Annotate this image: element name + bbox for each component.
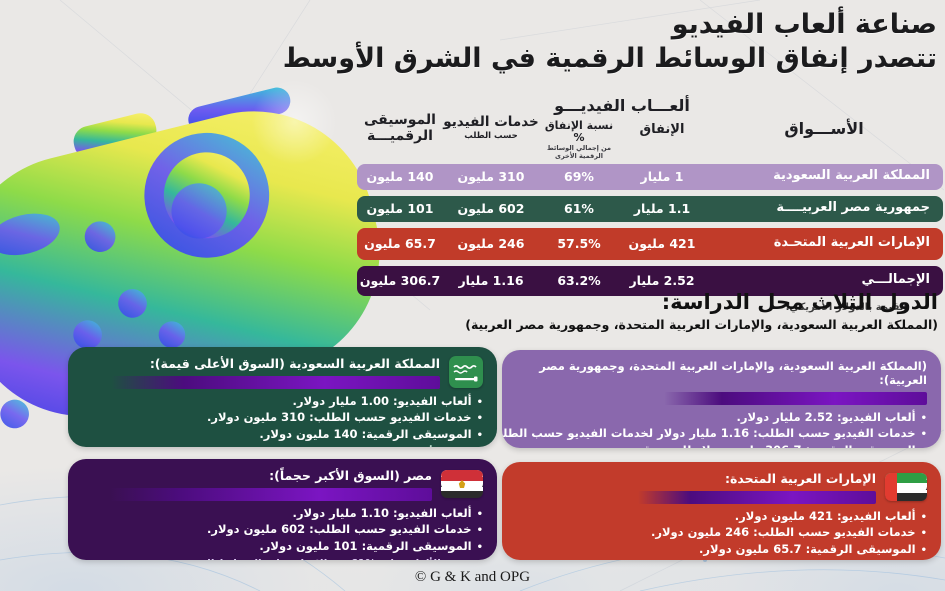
egypt-flag-icon: [441, 470, 483, 499]
spending-pct-value: 69%: [564, 168, 594, 184]
markets-table: الأســـواق ألعـــاب الفيديـــو الإنفاق ن…: [357, 96, 943, 313]
header-video-games: ألعـــاب الفيديـــو: [554, 96, 690, 115]
header-vod: خدمات الفيديو حسب الطلب: [443, 114, 539, 141]
section-title: الدول الثلاث محل الدراسة:: [661, 290, 938, 314]
table-header: الأســـواق ألعـــاب الفيديـــو الإنفاق ن…: [357, 96, 943, 161]
music-value: 306.7 مليون: [359, 272, 441, 288]
bullet-icon: •: [476, 541, 483, 553]
card-bullet-list: • ألعاب الفيديو: 1.00 مليار دولار. • خدمات…: [82, 394, 483, 444]
header-vod-label: خدمات الفيديو: [443, 114, 539, 131]
spending-value: 421 مليون: [628, 235, 696, 251]
table-footnote: القيمة بالدولار الأمريكي. •: [357, 302, 943, 313]
table-row-uae: الإمارات العربية المتحـدة 421 مليون 57.5…: [357, 227, 943, 260]
gradient-accent-bar: [110, 375, 440, 389]
card-title: المملكة العربية السعودية (السوق الأعلى ق…: [149, 356, 440, 371]
header-spending-pct: نسبة الإنفاق % من إجمالي الوسائط الرقمية…: [539, 115, 619, 161]
spending-pct-value: 57.5%: [557, 235, 601, 251]
bullet-icon: •: [476, 525, 483, 537]
card-footnote: تستحوذ الألعاب على %69 من إجمالي الإنفاق…: [82, 446, 483, 447]
bullet-text: خدمات الفيديو حسب الطلب: 1.16 مليار دولا…: [502, 426, 916, 441]
card-header: مصر (السوق الأكبر حجماً):: [82, 468, 483, 501]
card-header: المملكة العربية السعودية (السوق الأعلى ق…: [82, 356, 483, 389]
card-bullet-list: • ألعاب الفيديو: 1.10 مليار دولار. • خدمات…: [82, 506, 483, 556]
bullet-icon: •: [920, 429, 927, 441]
card-header: (المملكة العربية السعودية، والإمارات الع…: [516, 359, 927, 405]
bullet-icon: •: [920, 412, 927, 424]
bullet-text: ألعاب الفيديو: 1.10 مليار دولار.: [292, 505, 472, 520]
bullet-icon: •: [476, 508, 483, 520]
market-name: المملكة العربية السعودية: [773, 168, 930, 184]
card-three-markets-combined: (المملكة العربية السعودية، والإمارات الع…: [502, 350, 941, 448]
bullet-text: ألعاب الفيديو: 1.00 مليار دولار.: [292, 393, 472, 408]
bullet-icon: •: [920, 544, 927, 556]
vod-value: 1.16 مليار: [458, 272, 524, 288]
vod-value: 246 مليون: [457, 235, 525, 251]
card-title: مصر (السوق الأكبر حجماً):: [269, 468, 432, 483]
market-name: الإمارات العربية المتحـدة: [773, 235, 930, 251]
card-footnote: تستحوذ الألعاب على %61 من الإنفاق على ال…: [82, 558, 483, 560]
music-value: 101 مليون: [366, 200, 434, 216]
table-footnote-text: القيمة بالدولار الأمريكي.: [785, 301, 907, 313]
music-value: 65.7 مليون: [364, 235, 436, 251]
spending-value: 1 مليار: [640, 168, 684, 184]
study-section-heading: الدول الثلاث محل الدراسة: (المملكة العرب…: [465, 290, 938, 332]
header-spending: الإنفاق: [639, 122, 685, 137]
section-subtitle: (المملكة العربية السعودية، والإمارات الع…: [465, 317, 938, 332]
spending-value: 1.1 مليار: [633, 200, 691, 216]
bullet-text: خدمات الفيديو حسب الطلب: 602 مليون دولار…: [206, 522, 472, 537]
page-title: صناعة ألعاب الفيديو تتصدر إنفاق الوسائط …: [283, 8, 937, 76]
card-bullet-list: • ألعاب الفيديو: 2.52 مليار دولار. • خدمات…: [502, 409, 927, 448]
bullet-text: الموسيقى الرقمية: 101 مليون دولار.: [259, 538, 472, 553]
header-spending-pct-label: نسبة الإنفاق %: [544, 119, 614, 145]
gradient-accent-bar: [110, 487, 432, 501]
card-uae: الإمارات العربية المتحدة: • ألعاب الفيديو…: [502, 462, 941, 560]
saudi-arabia-flag-icon: [449, 356, 483, 389]
uae-flag-icon: [885, 473, 927, 502]
music-value: 140 مليون: [366, 168, 434, 184]
bullet-text: الموسيقى الرقمية: 306.7 مليون دولار للمو…: [632, 443, 916, 448]
vod-value: 602 مليون: [457, 200, 525, 216]
header-vod-sub: حسب الطلب: [464, 130, 518, 141]
bullet-icon: •: [920, 511, 927, 523]
gradient-accent-bar: [663, 391, 927, 405]
card-bullet-list: • ألعاب الفيديو: 421 مليون دولار. • خدمات …: [516, 509, 927, 559]
table-row-total: الإجمالـــي 2.52 مليار 63.2% 1.16 مليار …: [357, 265, 943, 296]
vod-value: 310 مليون: [457, 168, 525, 184]
title-line1: صناعة ألعاب الفيديو: [671, 9, 937, 40]
gradient-accent-bar: [638, 490, 876, 504]
table-row-egypt: جمهورية مصر العربيــــة 1.1 مليار 61% 60…: [357, 195, 943, 222]
spending-pct-value: 61%: [564, 200, 594, 216]
copyright-credit: © G & K and OPG: [414, 569, 531, 585]
footnote-bullet-icon: •: [769, 302, 776, 313]
title-line2: تتصدر إنفاق الوسائط الرقمية في الشرق الأ…: [282, 43, 937, 74]
card-saudi-arabia: المملكة العربية السعودية (السوق الأعلى ق…: [68, 347, 497, 447]
market-name: الإجمالـــي: [861, 272, 930, 288]
table-row-saudi-arabia: المملكة العربية السعودية 1 مليار 69% 310…: [357, 163, 943, 190]
bullet-icon: •: [921, 444, 927, 448]
bullet-icon: •: [476, 396, 483, 408]
market-name: جمهورية مصر العربيــــة: [776, 200, 930, 216]
spending-value: 2.52 مليار: [629, 272, 695, 288]
bullet-icon: •: [476, 429, 483, 441]
bullet-text: الموسيقى الرقمية: 140 مليون دولار.: [259, 426, 472, 441]
bullet-text: خدمات الفيديو حسب الطلب: 246 مليون دولار…: [650, 525, 916, 540]
spending-pct-value: 63.2%: [557, 272, 601, 288]
header-markets: الأســـواق: [784, 118, 864, 138]
bullet-icon: •: [476, 413, 483, 425]
game-controller-image: [0, 78, 380, 429]
card-title: الإمارات العربية المتحدة:: [724, 471, 876, 486]
header-spending-pct-note: من إجمالي الوسائط الرقمية الأخرى: [546, 144, 612, 160]
bullet-text: خدمات الفيديو حسب الطلب: 310 مليون دولار…: [206, 410, 472, 425]
header-digital-music: الموسيقى الرقميـــة: [364, 111, 436, 145]
bullet-icon: •: [920, 528, 927, 540]
bullet-text: ألعاب الفيديو: 421 مليون دولار.: [734, 508, 916, 523]
card-egypt: مصر (السوق الأكبر حجماً): • ألعاب الفيديو…: [68, 459, 497, 560]
card-header: الإمارات العربية المتحدة:: [516, 471, 927, 504]
bullet-text: ألعاب الفيديو: 2.52 مليار دولار.: [736, 409, 916, 424]
card-title: (المملكة العربية السعودية، والإمارات الع…: [539, 359, 927, 388]
bullet-text: الموسيقى الرقمية: 65.7 مليون دولار.: [699, 541, 916, 556]
